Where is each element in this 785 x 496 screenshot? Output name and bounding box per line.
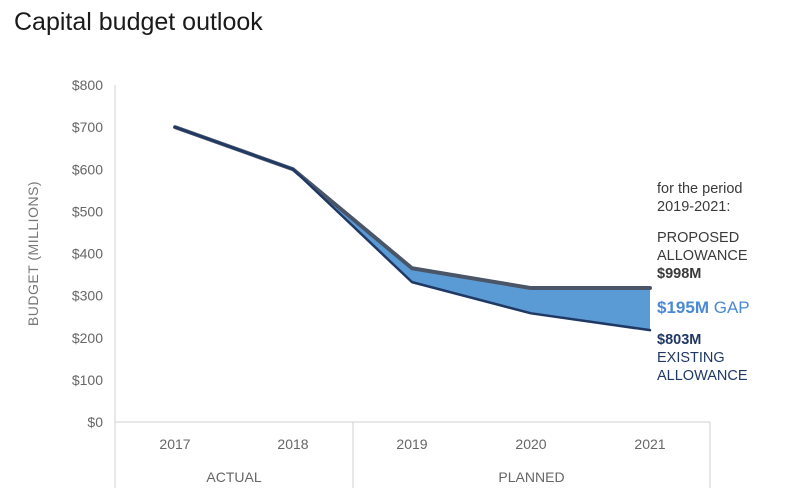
group-label: PLANNED	[498, 469, 564, 485]
y-axis-label: BUDGET (MILLIONS)	[25, 181, 41, 326]
y-tick-label: $300	[72, 288, 103, 304]
annotation-proposed: PROPOSED ALLOWANCE $998M	[657, 229, 748, 283]
annotation-gap-value: $195M	[657, 298, 709, 317]
y-tick-label: $600	[72, 161, 103, 177]
annotation-existing-line2: ALLOWANCE	[657, 368, 748, 384]
x-tick-label: 2018	[277, 436, 308, 452]
annotation-existing-line1: EXISTING	[657, 350, 725, 366]
y-tick-label: $100	[72, 372, 103, 388]
y-tick-label: $400	[72, 246, 103, 262]
y-tick-label: $0	[87, 414, 103, 430]
y-tick-label: $800	[72, 77, 103, 93]
x-tick-label: 2019	[396, 436, 427, 452]
y-tick-label: $200	[72, 330, 103, 346]
annotation-gap: $195M GAP	[657, 298, 750, 318]
chart-title: Capital budget outlook	[14, 8, 263, 36]
y-tick-label: $700	[72, 119, 103, 135]
annotation-existing: $803M EXISTING ALLOWANCE	[657, 331, 748, 385]
annotation-existing-value: $803M	[657, 332, 702, 348]
annotation-proposed-value: $998M	[657, 266, 702, 282]
annotation-proposed-line2: ALLOWANCE	[657, 248, 748, 264]
annotation-gap-label: GAP	[713, 298, 750, 317]
x-tick-label: 2017	[159, 436, 190, 452]
series-line-existing	[173, 125, 652, 332]
annotation-period: for the period 2019-2021:	[657, 180, 742, 216]
annotation-proposed-line1: PROPOSED	[657, 230, 740, 246]
y-tick-label: $500	[72, 203, 103, 219]
annotation-period-line2: 2019-2021:	[657, 199, 731, 215]
x-tick-label: 2021	[634, 436, 665, 452]
x-tick-label: 2020	[515, 436, 546, 452]
annotation-period-line1: for the period	[657, 181, 743, 197]
gap-area	[175, 127, 650, 331]
group-label: ACTUAL	[206, 469, 261, 485]
